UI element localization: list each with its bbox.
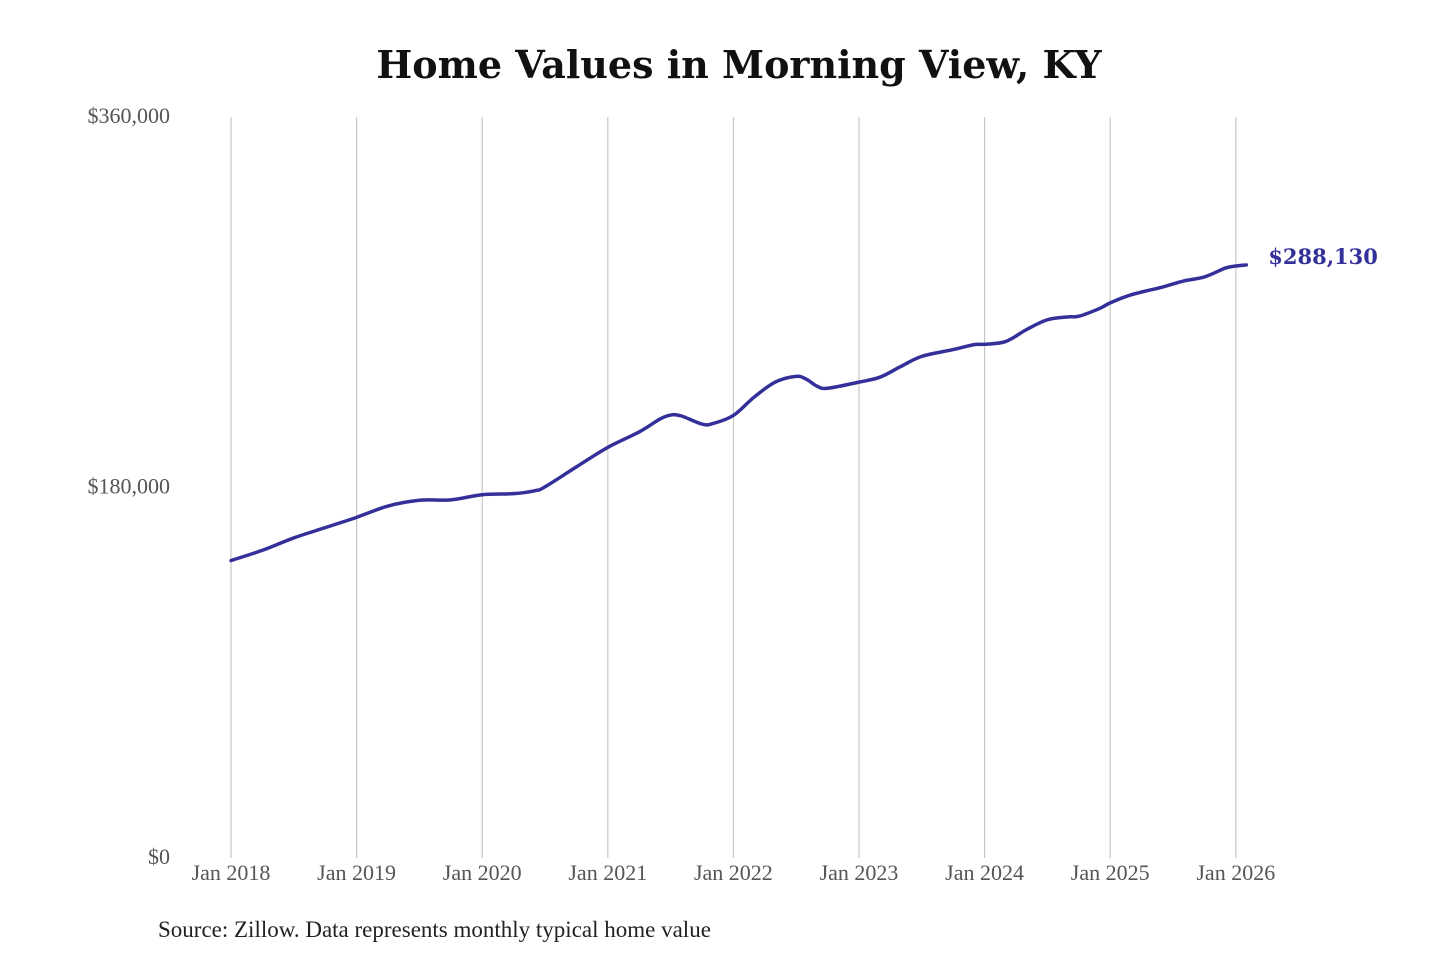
end-value-label: $288,130 xyxy=(1268,244,1378,269)
x-axis: Jan 2018 Jan 2019 Jan 2020 Jan 2021 Jan 2022… xyxy=(192,860,1276,885)
y-axis: $0 $180,000 $360,000 xyxy=(88,103,171,869)
y-tick-label: $180,000 xyxy=(88,474,171,499)
chart-title: Home Values in Morning View, KY xyxy=(376,42,1102,87)
series-layer: $288,130 xyxy=(229,244,1378,563)
x-tick-label: Jan 2026 xyxy=(1196,860,1275,885)
x-tick-label: Jan 2020 xyxy=(443,860,522,885)
source-note: Source: Zillow. Data represents monthly … xyxy=(158,917,711,942)
x-tick-label: Jan 2019 xyxy=(317,860,396,885)
series-line xyxy=(229,263,1249,563)
x-tick-label: Jan 2023 xyxy=(820,860,899,885)
y-tick-label: $0 xyxy=(148,844,170,869)
y-tick-label: $360,000 xyxy=(88,103,171,128)
x-tick-label: Jan 2025 xyxy=(1071,860,1150,885)
gridlines xyxy=(230,117,1237,858)
x-tick-label: Jan 2022 xyxy=(694,860,773,885)
x-tick-label: Jan 2021 xyxy=(568,860,647,885)
x-tick-label: Jan 2018 xyxy=(192,860,271,885)
x-tick-label: Jan 2024 xyxy=(945,860,1024,885)
